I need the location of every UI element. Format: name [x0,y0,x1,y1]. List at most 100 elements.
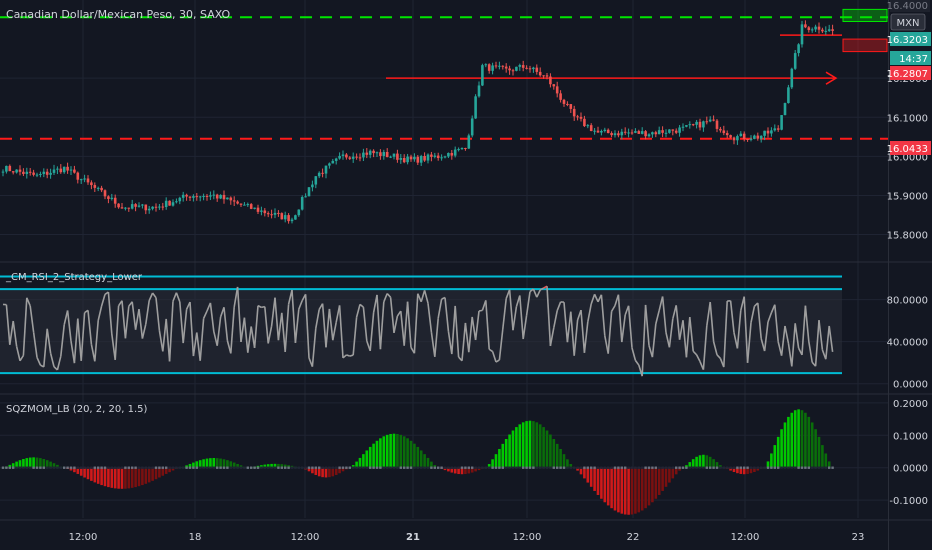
candle-body [521,65,525,68]
rsi-segment [298,300,303,310]
squeeze-dot [817,466,821,469]
candle-body [79,179,83,181]
rsi-segment [522,315,528,340]
rsi-segment [223,307,229,341]
squeeze-dot [103,466,107,469]
candle-body [277,212,280,214]
squeeze-dot [209,466,212,469]
squeeze-dot [658,466,661,469]
squeeze-dot [15,466,18,469]
momentum-bar [749,467,753,474]
squeeze-dot [165,466,168,469]
squeeze-dot [297,466,300,469]
rsi-segment [553,310,558,328]
squeeze-dot [610,466,613,469]
axis-tick-label: 16.1000 [887,113,928,124]
rsi-segment [304,294,310,358]
currency-badge[interactable] [890,13,926,31]
candle-body [562,99,566,104]
squeeze-dot [804,466,807,469]
squeeze-dot [692,466,695,469]
time-axis[interactable]: 12:00 18 12:00 21 12:00 22 12:00 23 [69,532,865,543]
rsi-segment [774,304,779,342]
symbol-title[interactable]: Canadian Dollar/Mexican Peso, 30, SAXO [6,8,231,21]
squeeze-dot [86,466,90,469]
squeeze-dot [222,466,226,469]
candle-body [817,26,821,30]
candle-body [56,168,59,170]
rsi-pane[interactable]: _CM_RSI_2_Strategy_Lower [0,272,842,377]
squeeze-dot [18,466,22,469]
rsi-segment [189,301,195,357]
candle-body [266,213,270,215]
candle-body [413,156,416,160]
momentum-bar [212,458,216,468]
rsi-segment [107,291,113,334]
rsi-segment [121,300,127,339]
candle-body [511,70,515,72]
candle-body [283,215,287,220]
candle-body [583,118,586,127]
rsi-segment [621,314,626,343]
candle-body [484,64,488,66]
candle-body [576,116,579,118]
axis-tick-label: 0.2000 [893,399,928,410]
candle-body [804,24,807,28]
price-pane[interactable]: Canadian Dollar/Mexican Peso, 30, SAXO [0,8,888,224]
candle-body [324,165,328,174]
momentum-title[interactable]: SQZMOM_LB (20, 2, 20, 1.5) [6,404,147,415]
momentum-bar [821,445,824,468]
candle-body [450,152,454,156]
momentum-bar [406,438,409,468]
momentum-bar [579,467,583,475]
rsi-segment [155,297,161,331]
momentum-bar [583,467,586,479]
rsi-segment [216,316,222,346]
candle-body [773,128,777,131]
squeeze-dot [454,466,457,469]
momentum-bar [130,467,134,488]
momentum-bar [141,467,144,486]
squeeze-dot [328,466,331,469]
price-axis[interactable]: 16.200016.100016.000015.900015.800080.00… [887,0,931,507]
rsi-segment [406,301,412,348]
momentum-bar [168,467,171,473]
momentum-bar [372,443,375,468]
candle-body [66,166,69,171]
rsi-title[interactable]: _CM_RSI_2_Strategy_Lower [5,272,143,283]
rsi-segment [746,322,752,363]
momentum-bar [715,462,719,468]
momentum-bar [804,412,807,468]
squeeze-dot [831,466,834,469]
momentum-bar [576,467,579,471]
squeeze-dot [828,466,831,469]
candle-body [22,171,25,174]
rsi-segment [264,306,269,344]
rsi-line [2,285,834,377]
candle-body [491,65,494,71]
squeeze-dot [392,466,396,469]
rsi-segment [641,304,647,377]
candle-body [368,150,372,155]
rsi-segment [97,305,103,321]
rsi-segment [583,321,589,353]
rsi-segment [427,303,433,333]
candle-body [555,86,559,94]
candle-body [379,152,382,156]
momentum-pane[interactable]: SQZMOM_LB (20, 2, 20, 1.5) [1,404,834,515]
rsi-segment [532,288,538,298]
rsi-segment [43,328,48,367]
squeeze-dot [562,466,566,469]
candle-body [623,131,627,133]
candle-body [42,171,46,174]
rsi-segment [332,322,337,341]
momentum-bar [491,459,494,468]
rsi-segment [702,325,708,370]
squeeze-dot [790,466,793,469]
squeeze-dot [134,466,137,469]
squeeze-dot [151,466,154,469]
currency-label[interactable]: MXN [897,18,920,29]
candle-body [372,150,375,154]
squeeze-dot [634,466,637,469]
